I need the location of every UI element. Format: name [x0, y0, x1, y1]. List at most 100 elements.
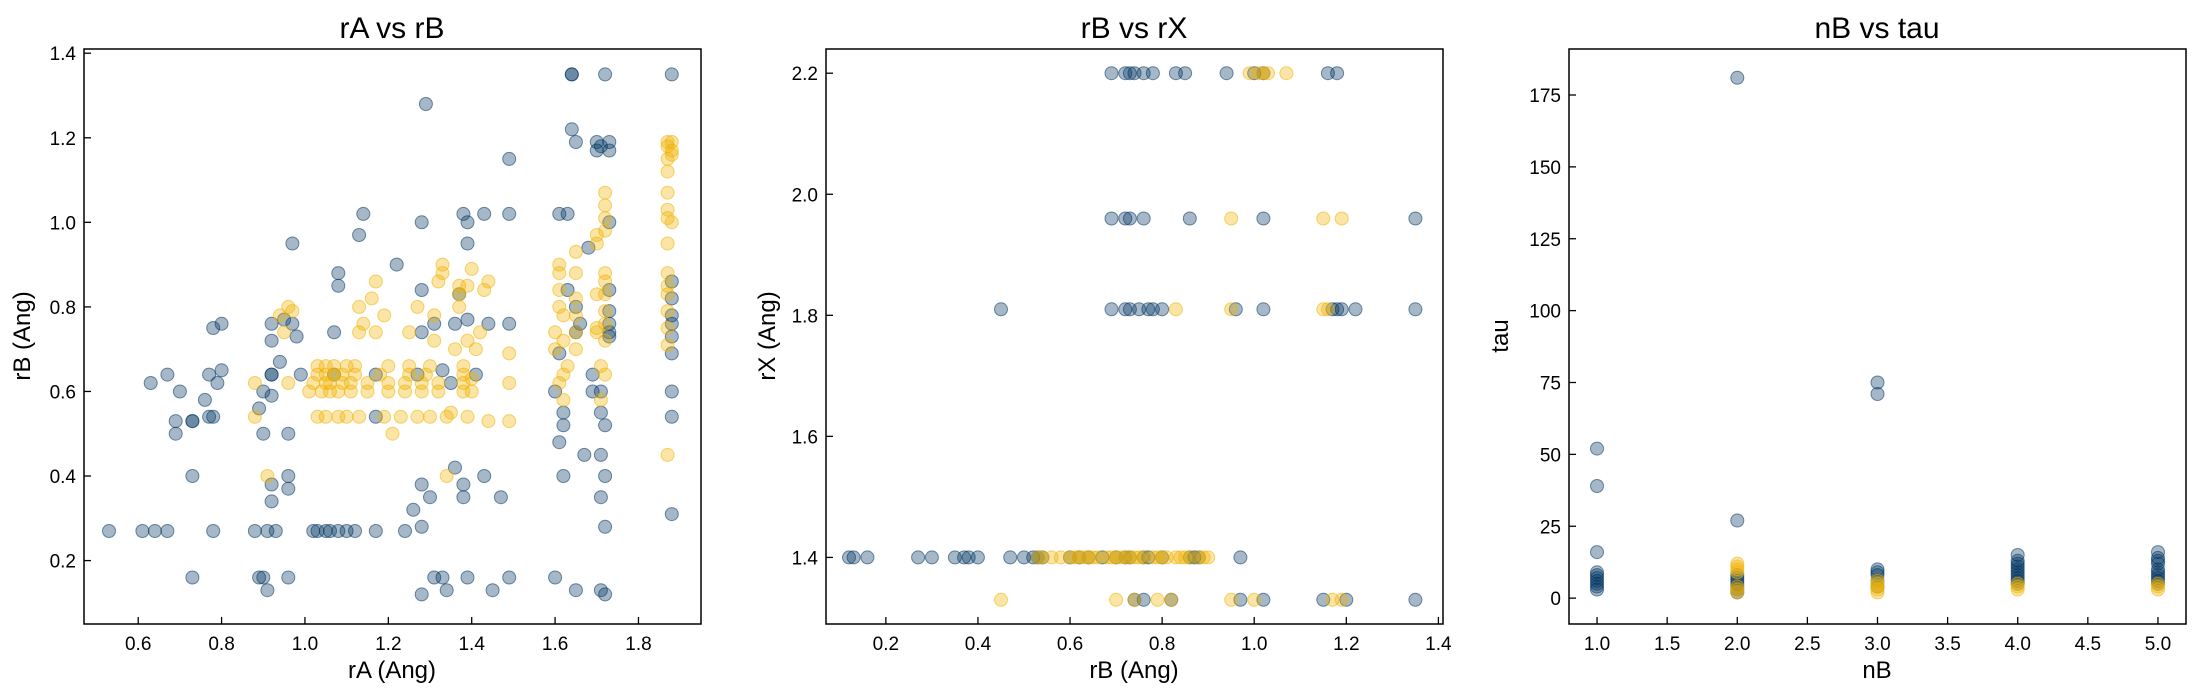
- data-point: [564, 122, 579, 137]
- y-tick-label: 25: [1540, 517, 1561, 538]
- data-point: [264, 388, 279, 403]
- data-point: [1118, 211, 1133, 226]
- data-point: [556, 405, 571, 420]
- data-point: [414, 376, 429, 390]
- data-point: [552, 299, 567, 314]
- data-point: [598, 469, 613, 483]
- y-tick-label: 1.6: [792, 427, 818, 448]
- data-point: [352, 409, 367, 424]
- data-point: [160, 367, 175, 382]
- data-point: [331, 409, 346, 424]
- data-point: [598, 418, 613, 433]
- data-point: [1178, 66, 1193, 81]
- panel-rb-vs-rx: rB vs rX rB (Ang) rX (Ang) 0.2 0.4 0.6 0.8 1…: [754, 12, 1452, 684]
- data-point: [1219, 66, 1234, 81]
- data-point: [481, 414, 496, 429]
- data-point: [556, 308, 571, 323]
- data-point: [352, 299, 367, 314]
- data-point: [331, 524, 346, 538]
- data-point: [464, 371, 479, 386]
- data-point: [598, 67, 613, 82]
- data-point: [1118, 302, 1133, 317]
- data-point: [468, 342, 483, 357]
- data-point: [573, 316, 588, 331]
- data-point: [185, 570, 200, 585]
- data-point: [660, 321, 675, 335]
- data-point: [589, 236, 604, 251]
- data-point: [197, 392, 212, 407]
- data-point: [343, 376, 358, 390]
- y-axis-label: tau: [1487, 319, 1514, 352]
- x-tick-label: 3.0: [1864, 634, 1890, 655]
- data-point: [464, 261, 479, 276]
- data-point: [589, 321, 604, 335]
- data-point: [560, 359, 575, 374]
- data-point: [406, 502, 421, 517]
- data-point: [568, 583, 583, 598]
- data-point: [660, 287, 675, 302]
- data-point: [860, 550, 875, 565]
- data-point: [477, 283, 492, 297]
- data-point: [598, 223, 613, 238]
- data-point: [439, 409, 454, 424]
- data-point: [185, 414, 200, 429]
- data-point: [598, 198, 613, 213]
- y-tick-label: 2.2: [792, 64, 818, 85]
- data-point: [660, 338, 675, 352]
- data-point: [1334, 302, 1349, 317]
- data-point: [664, 67, 679, 82]
- data-point: [548, 342, 563, 357]
- data-point: [256, 384, 271, 399]
- x-axis-label: nB: [1862, 657, 1891, 684]
- data-point: [356, 316, 371, 331]
- points-group: [102, 67, 679, 602]
- data-point: [1132, 550, 1147, 565]
- data-point: [581, 240, 596, 255]
- data-point: [502, 151, 517, 166]
- data-point: [452, 278, 467, 293]
- data-point: [598, 304, 613, 319]
- data-point: [460, 333, 475, 348]
- data-point: [381, 376, 396, 390]
- data-point: [485, 583, 500, 598]
- data-point: [1228, 302, 1243, 317]
- x-tick-label: 1.0: [1241, 634, 1267, 655]
- data-point: [502, 376, 517, 390]
- data-point: [423, 359, 437, 374]
- data-point: [414, 587, 429, 602]
- data-point: [331, 278, 346, 293]
- data-point: [256, 426, 271, 441]
- data-point: [1256, 211, 1271, 226]
- data-point: [598, 333, 613, 348]
- data-point: [660, 266, 675, 281]
- data-point: [398, 376, 412, 390]
- data-point: [247, 376, 262, 390]
- data-point: [423, 409, 437, 424]
- data-point: [1145, 66, 1160, 81]
- data-point: [214, 316, 229, 331]
- data-point: [456, 359, 471, 374]
- data-point: [318, 409, 333, 424]
- data-point: [664, 215, 679, 230]
- data-point: [260, 583, 275, 598]
- data-point: [556, 469, 571, 483]
- data-point: [556, 418, 571, 433]
- data-point: [389, 257, 404, 272]
- data-point: [364, 291, 379, 306]
- data-point: [281, 426, 296, 441]
- data-point: [911, 550, 926, 565]
- data-point: [660, 135, 675, 149]
- data-point: [427, 333, 442, 348]
- data-point: [452, 299, 467, 314]
- data-point: [1127, 592, 1142, 607]
- y-tick-label: 0.6: [50, 382, 76, 403]
- data-point: [268, 524, 283, 538]
- y-tick-label: 0: [1550, 589, 1561, 610]
- y-tick-label: 1.4: [792, 548, 819, 569]
- x-axis-label: rA (Ang): [348, 657, 436, 684]
- data-point: [393, 409, 408, 424]
- data-point: [210, 376, 225, 390]
- data-point: [460, 236, 475, 251]
- y-tick-label: 75: [1540, 374, 1561, 395]
- data-point: [293, 367, 308, 382]
